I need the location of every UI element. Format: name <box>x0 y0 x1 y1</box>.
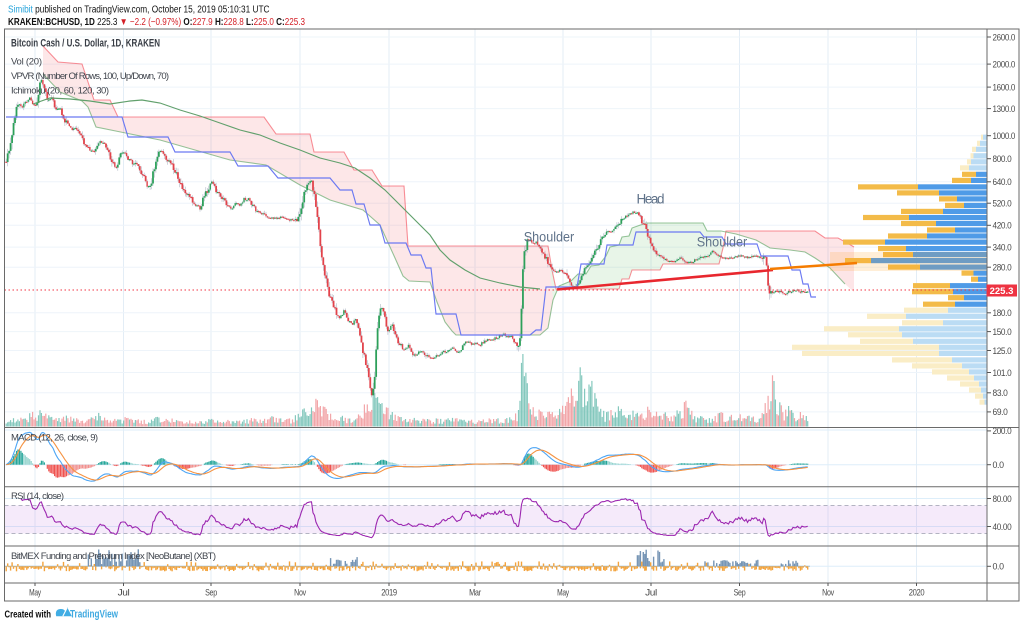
svg-text:225.3: 225.3 <box>990 286 1014 297</box>
svg-text:Sep: Sep <box>205 587 217 598</box>
svg-text:Vol (20): Vol (20) <box>11 57 42 68</box>
svg-text:TradingView: TradingView <box>70 609 118 621</box>
svg-text:80.00: 80.00 <box>993 494 1012 505</box>
svg-text:2019: 2019 <box>381 587 397 598</box>
svg-text:1000.0: 1000.0 <box>993 131 1016 142</box>
svg-text:Shoulder: Shoulder <box>524 230 575 245</box>
svg-text:640.0: 640.0 <box>993 177 1012 188</box>
svg-text:Ichimoku (20, 60, 120, 30): Ichimoku (20, 60, 120, 30) <box>11 86 109 97</box>
svg-text:2020: 2020 <box>909 587 925 598</box>
svg-text:Sep: Sep <box>734 587 746 598</box>
svg-text:0.0: 0.0 <box>993 562 1004 573</box>
svg-text:Bitcoin Cash / U.S. Dollar, 1D: Bitcoin Cash / U.S. Dollar, 1D, KRAKEN <box>11 38 160 50</box>
svg-text:Jul: Jul <box>118 587 130 598</box>
svg-text:150.0: 150.0 <box>993 327 1012 338</box>
svg-text:Nov: Nov <box>822 587 834 598</box>
svg-text:RSI (14, close): RSI (14, close) <box>11 491 64 502</box>
svg-text:May: May <box>29 587 41 598</box>
svg-text:VPVR (Number Of Rows, 100, Up/: VPVR (Number Of Rows, 100, Up/Down, 70) <box>11 71 169 82</box>
svg-text:Shoulder: Shoulder <box>697 235 748 250</box>
svg-text:MACD (12, 26, close, 9): MACD (12, 26, close, 9) <box>11 433 98 444</box>
svg-text:280.0: 280.0 <box>993 263 1012 274</box>
svg-text:101.0: 101.0 <box>993 368 1012 379</box>
svg-text:Mar: Mar <box>469 587 481 598</box>
svg-text:125.0: 125.0 <box>993 346 1012 357</box>
svg-text:800.0: 800.0 <box>993 154 1012 165</box>
svg-text:1600.0: 1600.0 <box>993 82 1016 93</box>
svg-text:83.0: 83.0 <box>993 388 1008 399</box>
svg-text:40.00: 40.00 <box>993 522 1012 533</box>
svg-text:KRAKEN:BCHUSD, 1D 225.3 ▼ −2.: KRAKEN:BCHUSD, 1D 225.3 ▼ −2.2 (−0.97%) … <box>8 17 305 28</box>
svg-text:0.0: 0.0 <box>993 460 1004 471</box>
svg-text:Nov: Nov <box>294 587 306 598</box>
svg-text:520.0: 520.0 <box>993 199 1012 210</box>
svg-text:69.0: 69.0 <box>993 407 1008 418</box>
svg-text:1300.0: 1300.0 <box>993 104 1016 115</box>
svg-text:180.0: 180.0 <box>993 308 1012 319</box>
svg-text:200.0: 200.0 <box>993 426 1012 437</box>
svg-text:Simibit published on TradingVi: Simibit published on TradingView.com, Oc… <box>8 5 270 16</box>
svg-text:340.0: 340.0 <box>993 242 1012 253</box>
svg-text:2000.0: 2000.0 <box>993 59 1016 70</box>
svg-text:Jul: Jul <box>645 587 657 598</box>
svg-text:May: May <box>557 587 569 598</box>
svg-text:BitMEX Funding and Premium Ind: BitMEX Funding and Premium Index [NeoBut… <box>11 551 216 562</box>
svg-text:420.0: 420.0 <box>993 221 1012 232</box>
svg-text:Created with: Created with <box>5 610 52 621</box>
svg-text:Head: Head <box>637 192 665 207</box>
svg-text:2600.0: 2600.0 <box>993 32 1016 43</box>
